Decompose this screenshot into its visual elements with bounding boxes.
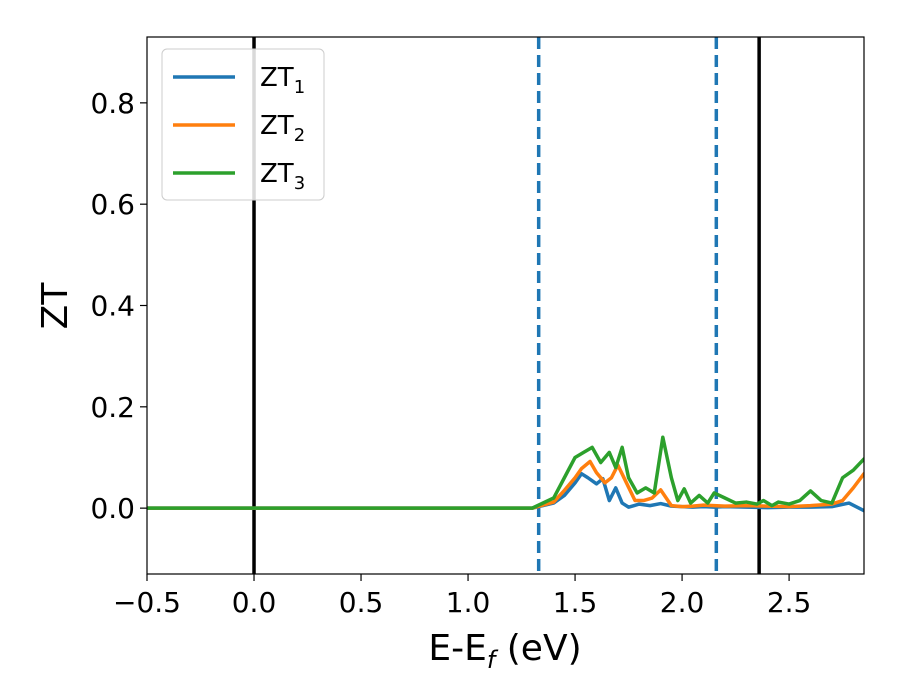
y-tick-label: 0.0 [90, 492, 135, 525]
series-line-3 [147, 435, 864, 510]
legend-label-1: ZT1 [260, 63, 305, 98]
x-tick-label: 1.0 [446, 586, 491, 619]
legend-label-2: ZT2 [260, 111, 305, 146]
x-tick-label: 2.5 [767, 586, 812, 619]
series-line-2 [147, 459, 864, 510]
legend-box [161, 48, 325, 201]
series-lines [147, 435, 864, 513]
x-axis-ticks: −0.5 0.0 0.5 1.0 1.5 2.0 2.5 [113, 574, 811, 619]
legend-label-3: ZT3 [260, 159, 305, 194]
x-axis-label-unit: (eV) [495, 628, 581, 669]
y-axis-ticks: 0.0 0.2 0.4 0.6 0.8 [90, 87, 147, 525]
y-tick-label: 0.2 [90, 391, 135, 424]
x-tick-label: 0.5 [339, 586, 384, 619]
y-tick-label: 0.8 [90, 87, 135, 120]
y-axis-label: ZT [35, 282, 76, 330]
x-tick-label: 2.0 [660, 586, 705, 619]
x-tick-label: 0.0 [232, 586, 277, 619]
x-tick-label: −0.5 [113, 586, 181, 619]
x-axis-label: E-Ef (eV) [428, 628, 581, 674]
x-axis-label-main: E-E [428, 628, 486, 669]
y-tick-label: 0.4 [90, 290, 135, 323]
y-tick-label: 0.6 [90, 188, 135, 221]
x-tick-label: 1.5 [553, 586, 598, 619]
legend: ZT1 ZT2 ZT3 [161, 48, 325, 201]
